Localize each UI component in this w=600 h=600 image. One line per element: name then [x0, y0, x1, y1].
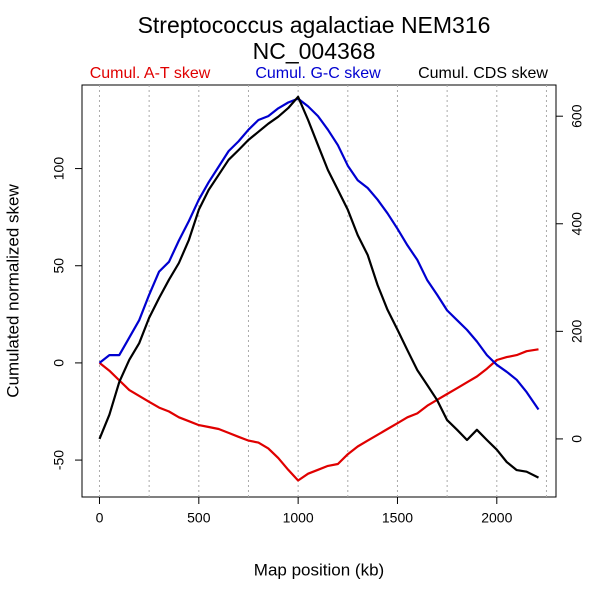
y2-tick-label: 200 [569, 319, 585, 343]
chart-title: Streptococcus agalactiae NEM316 [138, 12, 491, 38]
y2-tick-label: 600 [569, 104, 585, 128]
x-tick-label: 500 [187, 510, 211, 526]
y-tick-label: 100 [51, 157, 67, 181]
x-axis-label: Map position (kb) [254, 560, 384, 579]
legend-entry: Cumul. A-T skew [90, 65, 211, 82]
series-line [98, 348, 539, 482]
chart-subtitle: NC_004368 [253, 38, 376, 64]
plot-frame [81, 84, 557, 498]
y-tick-label: 0 [51, 359, 67, 367]
x-tick-label: 1000 [283, 510, 314, 526]
series-line [98, 95, 539, 479]
y2-tick-label: 400 [569, 212, 585, 236]
x-tick-label: 2000 [481, 510, 512, 526]
series-line [98, 97, 540, 411]
y-tick-label: -50 [51, 450, 67, 470]
y-axis-label: Cumulated normalized skew [3, 184, 22, 398]
legend-entry: Cumul. G-C skew [255, 65, 381, 82]
y2-tick-label: 0 [569, 435, 585, 443]
x-tick-label: 0 [96, 510, 104, 526]
legend-entry: Cumul. CDS skew [418, 65, 548, 82]
y-tick-label: 50 [51, 258, 67, 274]
x-tick-label: 1500 [382, 510, 413, 526]
